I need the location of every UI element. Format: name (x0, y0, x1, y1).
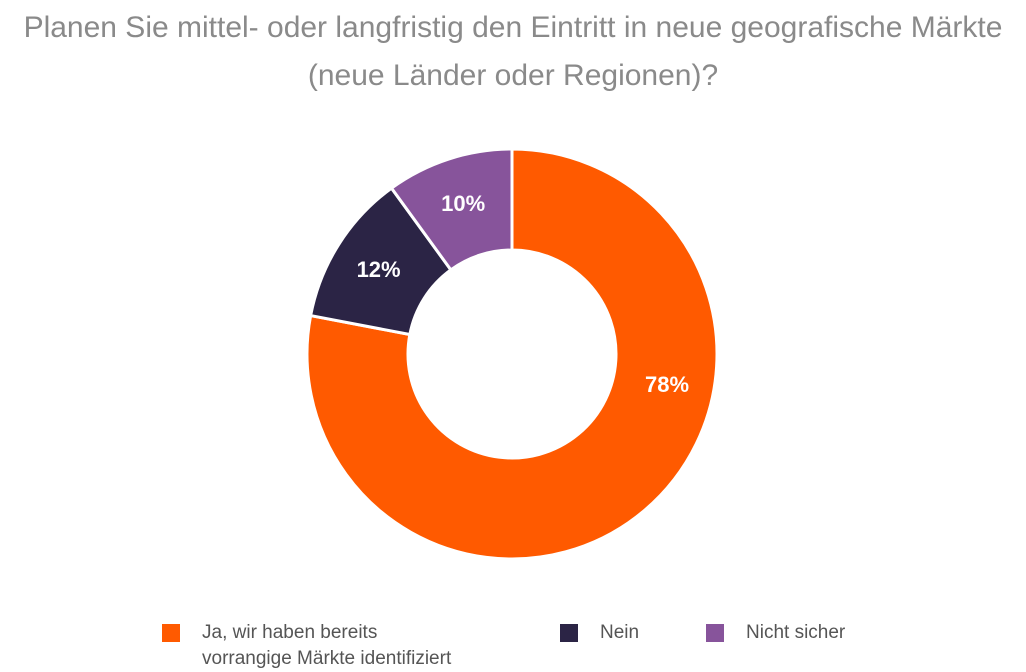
legend-swatch-2 (560, 624, 578, 642)
legend-item-2: Nein (560, 620, 639, 646)
chart-legend: Ja, wir haben bereits vorrangige Märkte i… (0, 620, 1026, 672)
legend-label-line: Ja, wir haben bereits (202, 622, 378, 643)
legend-label-2: Nein (600, 620, 639, 646)
donut-slice-3 (389, 147, 514, 272)
legend-swatch-1 (162, 624, 180, 642)
chart-title-line-2: (neue Länder oder Regionen)? (307, 59, 719, 92)
donut-chart: 78% 12% 10% (305, 147, 719, 561)
legend-item-1: Ja, wir haben bereits vorrangige Märkte i… (162, 620, 451, 672)
donut-slice-1 (305, 147, 719, 561)
chart-title: Planen Sie mittel- oder langfristig den … (0, 4, 1026, 100)
legend-label-line: Nicht sicher (746, 622, 846, 643)
legend-label-1: Ja, wir haben bereits vorrangige Märkte i… (202, 620, 451, 672)
data-label-2: 12% (357, 257, 401, 282)
legend-swatch-3 (706, 624, 724, 642)
data-label-3: 10% (441, 191, 485, 216)
chart-title-line-1: Planen Sie mittel- oder langfristig den … (23, 11, 1003, 44)
legend-label-line: vorrangige Märkte identifiziert (202, 648, 452, 669)
legend-label-3: Nicht sicher (746, 620, 845, 646)
legend-item-3: Nicht sicher (706, 620, 845, 646)
legend-label-line: Nein (600, 622, 640, 643)
data-label-1: 78% (645, 372, 689, 397)
